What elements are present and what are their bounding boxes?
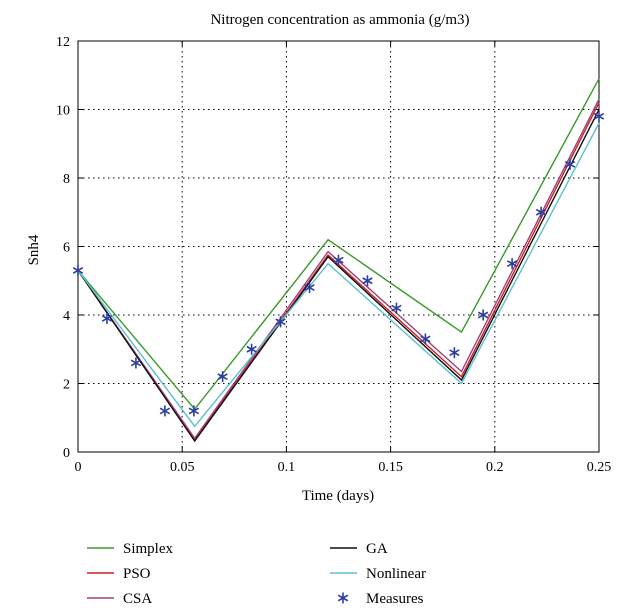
data-point-measures: [101, 312, 113, 324]
x-tick-label: 0.15: [378, 460, 403, 475]
x-tick-label: 0.2: [486, 460, 504, 475]
legend: Simplex PSO CSA GA Nonlinear Measures: [87, 541, 426, 607]
series-layer: [72, 78, 605, 443]
legend-label-ga: GA: [366, 541, 388, 557]
x-tick-label: 0.1: [278, 460, 296, 475]
series-line-ga: [77, 109, 600, 443]
legend-label-pso: PSO: [123, 566, 151, 582]
legend-label-csa: CSA: [123, 591, 152, 607]
series-line-simplex: [77, 78, 600, 411]
legend-label-measures: Measures: [366, 591, 424, 607]
chart-title: Nitrogen concentration as ammonia (g/m3): [210, 12, 469, 28]
data-point-measures: [217, 371, 228, 383]
data-point-measures: [535, 206, 547, 218]
y-tick-label: 4: [63, 309, 70, 324]
data-point-measures: [593, 110, 605, 122]
x-tick-label: 0.05: [170, 460, 195, 475]
legend-swatch-measures: [337, 592, 349, 604]
x-tick-label: 0: [75, 460, 82, 475]
data-point-measures: [449, 347, 460, 359]
data-point-measures: [391, 302, 402, 314]
y-tick-label: 8: [63, 172, 70, 187]
data-point-measures: [275, 316, 286, 328]
data-point-measures: [477, 309, 489, 321]
y-tick-label: 10: [56, 104, 70, 119]
x-tick-label: 0.25: [587, 460, 612, 475]
data-point-measures: [506, 258, 518, 270]
series-line-nonlinear: [77, 122, 600, 428]
y-tick-label: 6: [63, 241, 70, 256]
y-tick-label: 2: [63, 378, 70, 393]
data-point-measures: [159, 405, 171, 417]
axes: 0 0.05 0.1 0.15 0.2 0.25 0 2 4 6 8 10 12: [56, 35, 611, 475]
data-point-measures: [304, 282, 315, 294]
data-point-measures: [362, 275, 373, 287]
legend-label-nonlinear: Nonlinear: [366, 566, 426, 582]
y-axis-label: Snh4: [26, 234, 42, 265]
legend-label-simplex: Simplex: [123, 541, 174, 557]
series-line-csa: [77, 98, 600, 440]
x-axis-label: Time (days): [302, 488, 374, 504]
y-tick-label: 0: [63, 446, 70, 461]
data-point-measures: [188, 405, 200, 417]
data-point-measures: [130, 357, 142, 369]
data-point-measures: [72, 264, 84, 276]
y-tick-label: 12: [56, 35, 70, 50]
data-point-measures: [333, 254, 344, 266]
data-point-measures: [420, 333, 431, 345]
data-point-measures: [564, 158, 576, 170]
data-point-measures: [246, 343, 257, 355]
